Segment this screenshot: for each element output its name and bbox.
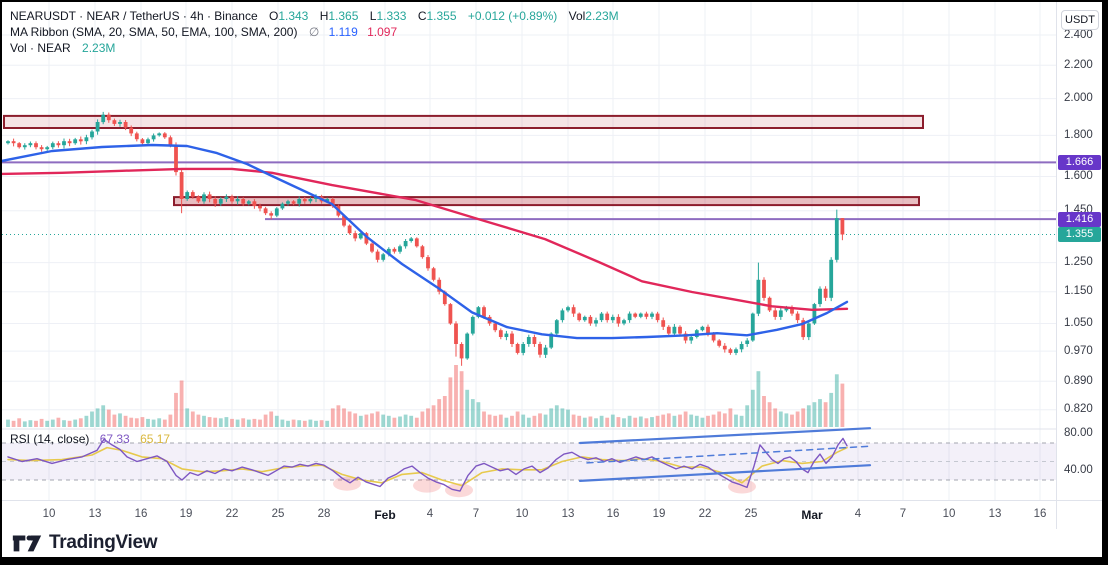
price-axis-label: 1.800	[1064, 128, 1093, 141]
time-axis-label: 16	[606, 508, 620, 520]
rsi-ma-value: 65.17	[140, 432, 171, 446]
time-axis-label: 22	[698, 508, 712, 520]
price-axis-label: 1.050	[1064, 317, 1093, 329]
price-axis-label: 2.400	[1064, 28, 1093, 41]
time-axis-label: 13	[988, 508, 1002, 520]
axis-corner	[1056, 500, 1102, 529]
volume-row-label: Vol · NEAR	[10, 41, 71, 55]
price-axis-label: 1.150	[1064, 285, 1093, 298]
open-value: 1.343	[278, 9, 309, 23]
currency-toggle-button[interactable]: USDT	[1061, 10, 1099, 30]
price-axis-label: 0.820	[1064, 403, 1093, 416]
ma-value-pink: 1.097	[367, 25, 398, 39]
time-axis-label: 25	[744, 508, 758, 520]
footer: TradingView	[2, 529, 1102, 557]
tradingview-logo-link[interactable]: TradingView	[12, 529, 158, 557]
ma-ribbon-label: MA Ribbon (SMA, 20, SMA, 50, EMA, 100, S…	[10, 25, 298, 39]
time-axis-label: Feb	[374, 508, 396, 522]
close-label: C	[417, 9, 427, 23]
time-axis-label: 10	[515, 508, 529, 520]
time-axis-label: 4	[854, 508, 862, 520]
price-axis-label: 2.200	[1064, 58, 1093, 71]
price-axis-label: 1.250	[1064, 256, 1093, 269]
ma-ribbon-legend-row[interactable]: MA Ribbon (SMA, 20, SMA, 50, EMA, 100, S…	[10, 24, 619, 40]
rsi-axis-label: 80.00	[1064, 427, 1093, 440]
low-label: L	[369, 9, 377, 23]
time-axis-label: 10	[42, 508, 56, 520]
change-value: +0.012 (+0.89%)	[467, 9, 558, 23]
price-axis-label: 0.890	[1064, 374, 1093, 387]
time-axis-label: 19	[179, 508, 193, 520]
tradingview-logo-icon	[12, 535, 42, 552]
volume-inline-value: 2.23M	[585, 9, 619, 23]
legend: NEARUSDT · NEAR / TetherUS · 4h · Binanc…	[10, 8, 619, 56]
price-axis[interactable]: USDT 2.400 2.200 2.000 1.800 1.600 1.450 1.250…	[1056, 2, 1102, 500]
volume-row-value: 2.23M	[82, 41, 116, 55]
time-axis-label: 16	[1033, 508, 1047, 520]
price-axis-label: 2.000	[1064, 92, 1093, 105]
chart-canvas[interactable]: NEARUSDT · NEAR / TetherUS · 4h · Binanc…	[2, 2, 1056, 500]
price-chart-svg	[2, 2, 1056, 500]
price-badge: 1.355	[1058, 227, 1101, 242]
rsi-value: 67.33	[99, 432, 130, 446]
high-value: 1.365	[328, 9, 359, 23]
low-value: 1.333	[376, 9, 407, 23]
volume-legend-row[interactable]: Vol · NEAR 2.23M	[10, 40, 619, 56]
rsi-label: RSI (14, close)	[10, 432, 90, 446]
rsi-legend-row[interactable]: RSI (14, close) 67.33 65.17	[10, 432, 170, 446]
time-axis-label: 13	[561, 508, 575, 520]
time-axis-label: 10	[942, 508, 956, 520]
time-axis-label: Mar	[801, 508, 823, 522]
price-axis-label: 0.970	[1064, 344, 1093, 357]
close-value: 1.355	[426, 9, 457, 23]
price-badge: 1.666	[1058, 154, 1101, 170]
time-axis-label: 25	[271, 508, 285, 520]
time-axis-label: 22	[225, 508, 239, 520]
ma-value-blue: 1.119	[328, 25, 358, 39]
open-label: O	[268, 9, 279, 23]
time-axis-label: 28	[317, 508, 331, 520]
time-axis-label: 7	[899, 508, 907, 520]
chart-surface: NEARUSDT · NEAR / TetherUS · 4h · Binanc…	[2, 2, 1102, 557]
price-badge: 1.416	[1058, 211, 1101, 227]
time-axis-label: 16	[134, 508, 148, 520]
time-axis-label: 4	[426, 508, 434, 520]
volume-inline-label: Vol	[568, 9, 586, 23]
ma-average-symbol: ∅	[308, 25, 320, 39]
symbol-title: NEARUSDT · NEAR / TetherUS · 4h · Binanc…	[10, 9, 258, 23]
tradingview-logo-text: TradingView	[49, 532, 158, 553]
high-label: H	[319, 9, 329, 23]
symbol-legend-row[interactable]: NEARUSDT · NEAR / TetherUS · 4h · Binanc…	[10, 8, 619, 24]
time-axis-label: 13	[88, 508, 102, 520]
time-axis[interactable]: 10 13 16 19 22 25 28 Feb 4 7 10 13 16 19 22 25 Mar 4 7 10 13…	[2, 500, 1056, 529]
rsi-axis-label: 40.00	[1064, 464, 1093, 477]
price-axis-label: 1.600	[1064, 170, 1093, 182]
time-axis-label: 7	[472, 508, 480, 520]
time-axis-label: 19	[652, 508, 666, 520]
